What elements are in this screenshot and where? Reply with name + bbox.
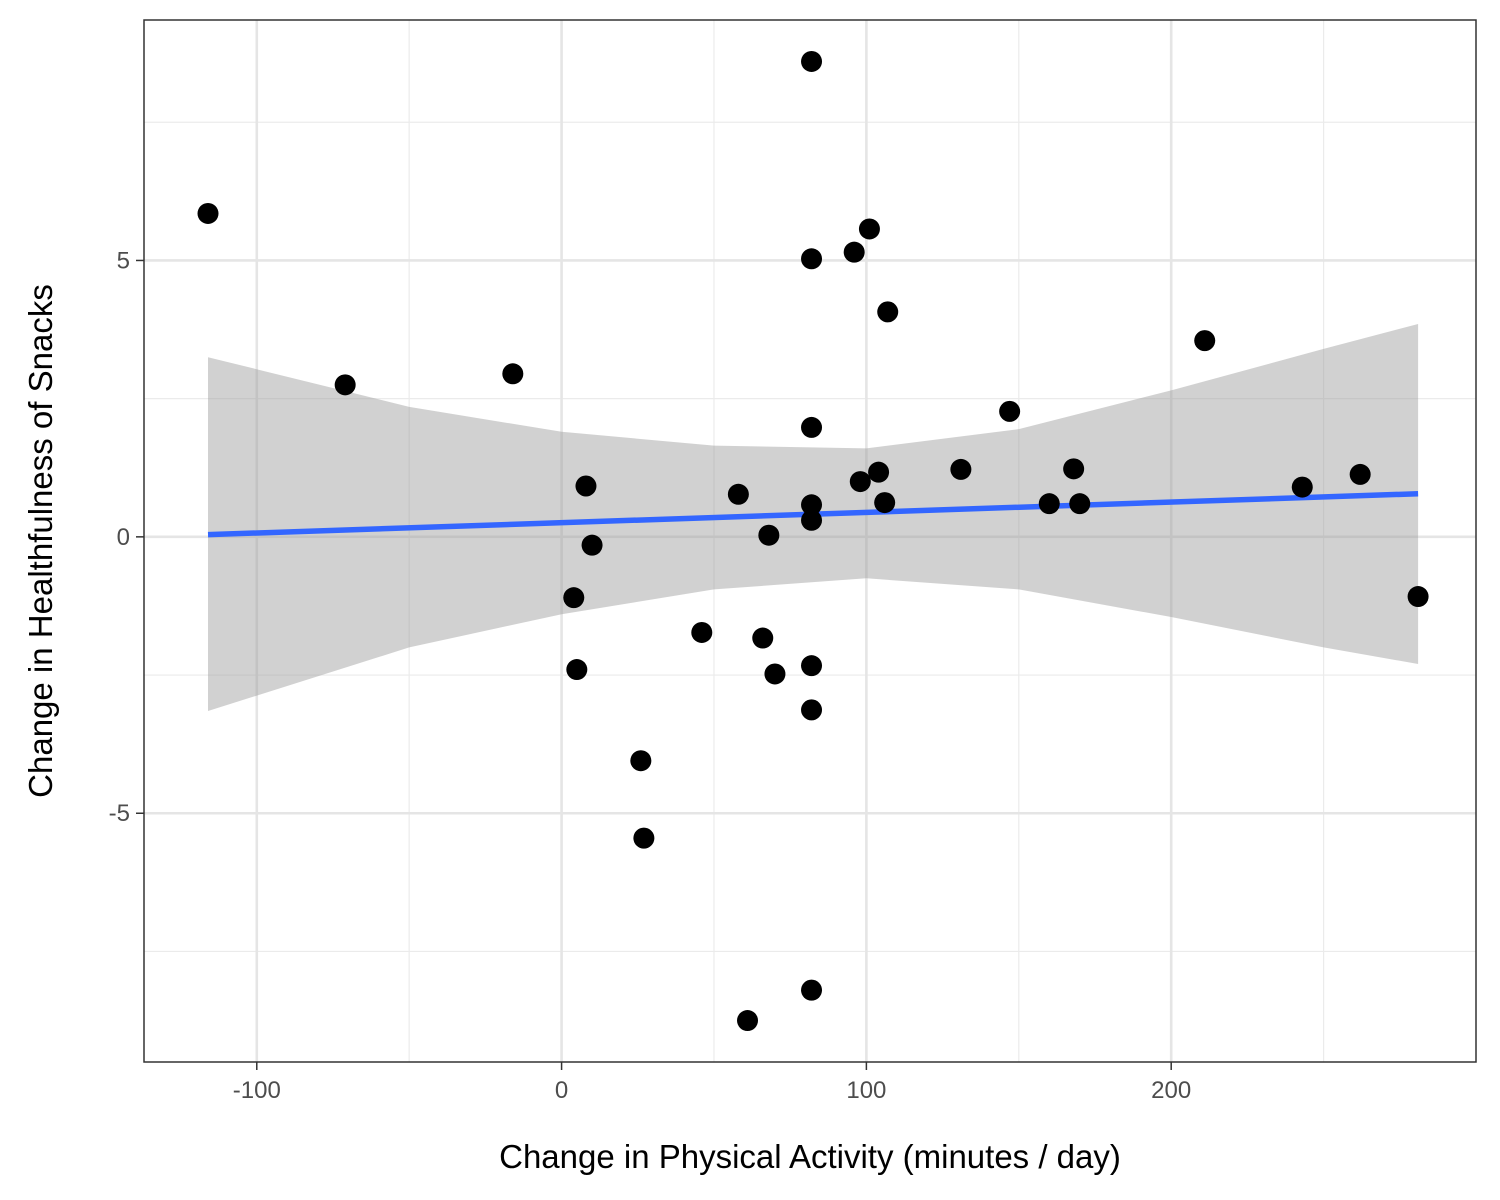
data-point (1063, 458, 1085, 480)
data-point (877, 301, 899, 323)
data-point (1069, 493, 1091, 515)
data-point (843, 241, 865, 263)
data-point (502, 363, 524, 385)
data-point (1291, 476, 1313, 498)
data-point (868, 461, 890, 483)
data-point (858, 218, 880, 240)
data-point (563, 587, 585, 609)
x-tick-label: 200 (1151, 1077, 1191, 1104)
data-point (334, 374, 356, 396)
data-point (801, 655, 823, 677)
data-point (849, 471, 871, 493)
major-gridlines (144, 20, 1476, 1062)
x-tick-label: -100 (233, 1077, 281, 1104)
data-point (801, 699, 823, 721)
panel-border (143, 19, 1477, 1063)
data-point (581, 534, 603, 556)
data-point (197, 202, 219, 224)
data-point (1407, 586, 1429, 608)
y-tick-label: 0 (117, 524, 130, 551)
data-point (1349, 463, 1371, 485)
data-point (1038, 493, 1060, 515)
data-point (801, 494, 823, 516)
y-tick-label: -5 (109, 800, 130, 827)
x-tick-label: 100 (846, 1077, 886, 1104)
data-point (727, 483, 749, 505)
data-point (801, 248, 823, 270)
data-point (801, 509, 823, 531)
x-axis-title: Change in Physical Activity (minutes / d… (499, 1138, 1121, 1175)
data-point (801, 416, 823, 438)
data-point (764, 663, 786, 685)
data-point (752, 627, 774, 649)
y-tick-label: 5 (117, 247, 130, 274)
data-point (566, 659, 588, 681)
data-points (197, 50, 1429, 1032)
x-tick-label: 0 (555, 1077, 568, 1104)
data-point (1194, 330, 1216, 352)
data-point (633, 827, 655, 849)
data-point (691, 621, 713, 643)
data-point (801, 979, 823, 1001)
data-point (737, 1010, 759, 1032)
data-point (999, 400, 1021, 422)
x-axis-ticks: -100 0 100 200 (233, 1062, 1191, 1104)
y-axis-ticks: -5 0 5 (109, 247, 144, 827)
y-axis-title: Change in Healthfulness of Snacks (22, 284, 59, 798)
data-point (758, 524, 780, 546)
data-point (630, 750, 652, 772)
data-point (575, 475, 597, 497)
data-point (874, 492, 896, 514)
data-point (950, 458, 972, 480)
data-point (801, 50, 823, 72)
